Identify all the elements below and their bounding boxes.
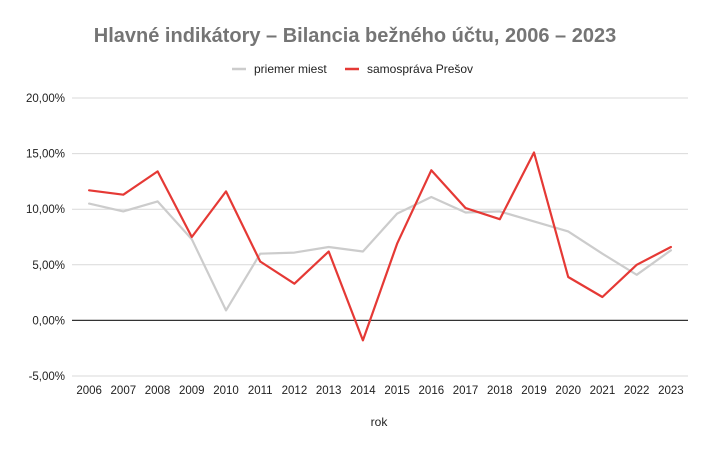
x-tick-label: 2021 xyxy=(590,385,616,397)
x-tick-label: 2022 xyxy=(624,385,650,397)
x-tick-label: 2019 xyxy=(521,385,547,397)
x-tick-label: 2013 xyxy=(316,385,342,397)
y-tick-label: 10,00% xyxy=(26,204,65,216)
x-axis-title: rok xyxy=(371,415,389,429)
y-tick-label: 15,00% xyxy=(26,149,65,161)
x-tick-label: 2016 xyxy=(419,385,445,397)
x-tick-label: 2008 xyxy=(145,385,171,397)
series-line-samospráva-prešov xyxy=(87,151,673,342)
y-tick-label: 0,00% xyxy=(32,315,65,327)
y-axis-tick-labels: -5,00% 0,00% 5,00% 10,00% 15,00% 20,00% xyxy=(26,93,65,383)
legend: priemer miest samospráva Prešov xyxy=(232,62,473,76)
series-line-priemer-miest xyxy=(87,195,673,312)
x-tick-label: 2017 xyxy=(453,385,479,397)
series-lines xyxy=(87,151,673,342)
x-tick-label: 2014 xyxy=(350,385,376,397)
x-tick-label: 2018 xyxy=(487,385,513,397)
x-tick-label: 2020 xyxy=(555,385,581,397)
x-tick-label: 2010 xyxy=(213,385,239,397)
x-tick-label: 2007 xyxy=(111,385,137,397)
y-tick-label: -5,00% xyxy=(29,371,65,383)
x-tick-label: 2009 xyxy=(179,385,205,397)
legend-label-priemer-miest: priemer miest xyxy=(254,62,327,76)
chart-title: Hlavné indikátory – Bilancia bežného účt… xyxy=(94,25,616,47)
x-tick-label: 2023 xyxy=(658,385,684,397)
x-tick-label: 2006 xyxy=(76,385,102,397)
gridlines xyxy=(72,97,688,377)
y-tick-label: 20,00% xyxy=(26,93,65,105)
x-axis-tick-labels: 2006 2007 2008 2009 2010 2011 2012 2013 2014 2015… xyxy=(76,385,683,397)
y-tick-label: 5,00% xyxy=(32,260,65,272)
x-tick-label: 2011 xyxy=(248,385,273,397)
x-tick-label: 2012 xyxy=(282,385,308,397)
legend-label-samosprava-presov: samospráva Prešov xyxy=(367,62,473,76)
x-tick-label: 2015 xyxy=(384,385,410,397)
